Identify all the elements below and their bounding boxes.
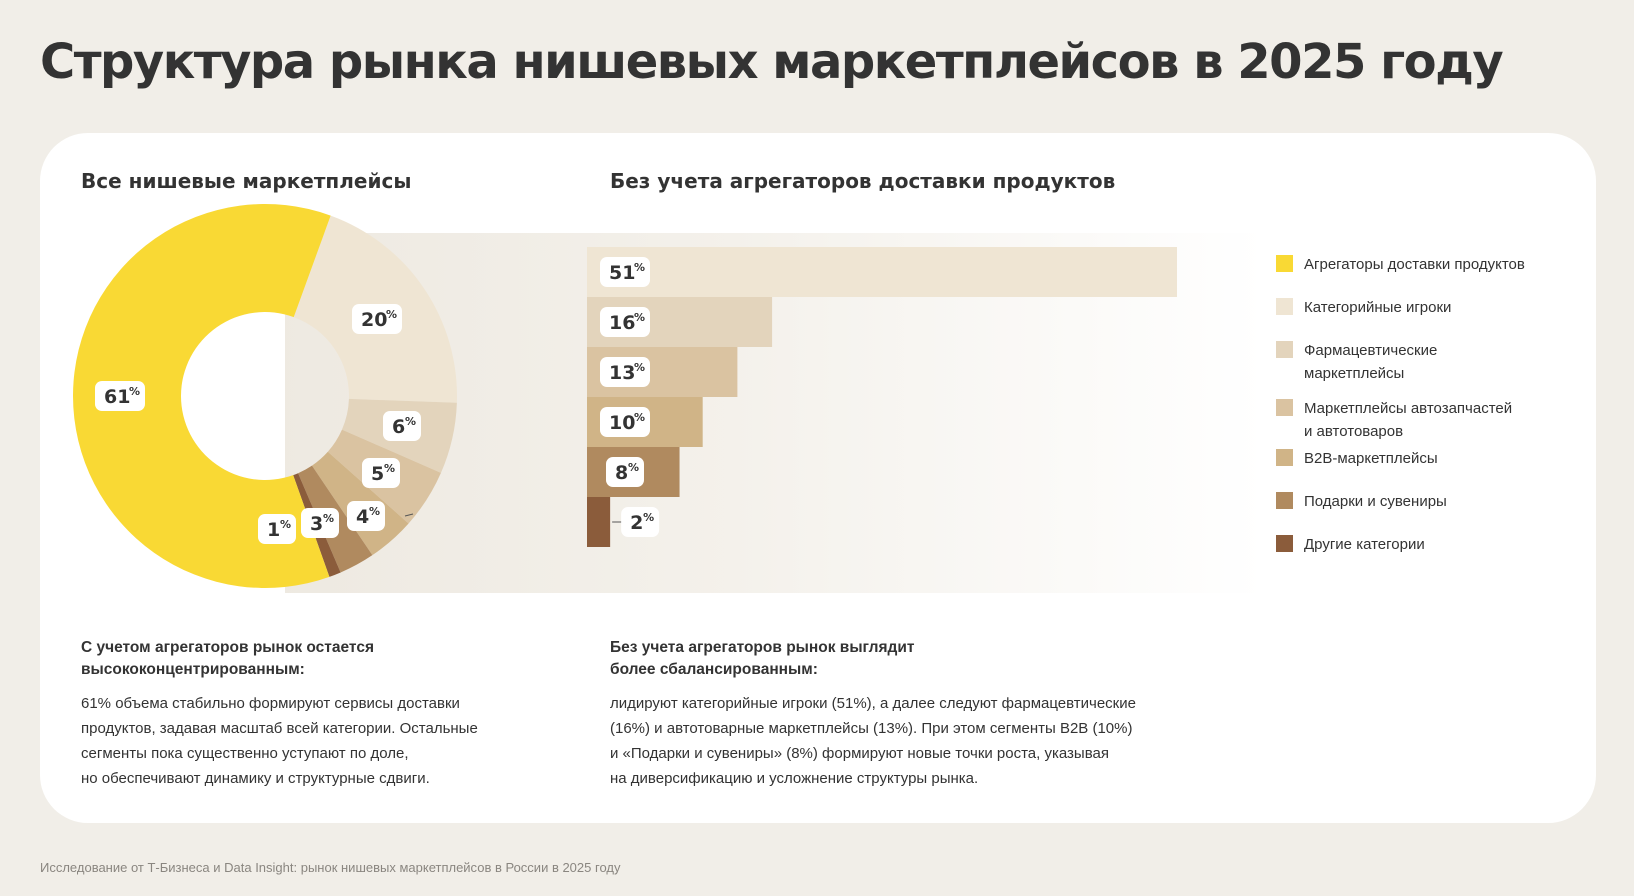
page-title: Структура рынка нишевых маркетплейсов в …	[40, 34, 1504, 90]
footer-source: Исследование от Т-Бизнеса и Data Insight…	[40, 860, 621, 875]
svg-text:%: %	[634, 411, 645, 424]
svg-text:51: 51	[609, 262, 635, 284]
bar-chart-title: Без учета агрегаторов доставки продуктов	[610, 169, 1116, 193]
donut-value-label: 3%	[301, 508, 339, 538]
chart-card: Все нишевые маркетплейсы Без учета агрег…	[40, 133, 1596, 823]
svg-text:%: %	[405, 415, 416, 428]
legend-item: Подарки и сувениры	[1276, 490, 1544, 513]
svg-text:1: 1	[267, 519, 280, 541]
svg-text:8: 8	[615, 462, 628, 484]
legend-label: Категорийные игроки	[1304, 299, 1452, 316]
svg-text:%: %	[386, 308, 397, 321]
svg-text:16: 16	[609, 312, 635, 334]
legend-swatch	[1276, 535, 1293, 552]
legend-item: B2B-маркетплейсы	[1276, 447, 1544, 470]
note-right-heading: Без учета агрегаторов рынок выглядит бол…	[610, 639, 915, 678]
bar-value-label: 8%	[606, 457, 644, 487]
donut-value-label: 1%	[258, 514, 296, 544]
donut-chart-title: Все нишевые маркетплейсы	[81, 169, 412, 193]
svg-text:6: 6	[392, 416, 405, 438]
legend-swatch	[1276, 492, 1293, 509]
legend-item: Фармацевтические маркетплейсы	[1276, 339, 1544, 385]
svg-text:20: 20	[361, 309, 387, 331]
bar-chart	[587, 247, 1177, 547]
bar	[587, 497, 611, 547]
legend-swatch	[1276, 399, 1293, 416]
svg-text:%: %	[634, 361, 645, 374]
legend-label: Другие категории	[1304, 536, 1425, 553]
bar-value-label: 51%	[600, 257, 650, 287]
leader-line	[404, 513, 414, 517]
legend-swatch	[1276, 298, 1293, 315]
svg-text:10: 10	[609, 412, 635, 434]
legend-label: Агрегаторы доставки продуктов	[1304, 256, 1525, 273]
note-left-heading: С учетом агрегаторов рынок остается высо…	[81, 639, 374, 678]
svg-text:13: 13	[609, 362, 635, 384]
note-right: Без учета агрегаторов рынок выглядит бол…	[610, 637, 1170, 791]
donut-slice	[73, 204, 331, 588]
svg-text:%: %	[384, 462, 395, 475]
legend-label: Маркетплейсы автозапчастей и автотоваров	[1304, 400, 1513, 440]
svg-text:%: %	[369, 505, 380, 518]
svg-text:%: %	[634, 261, 645, 274]
donut-value-label: 5%	[362, 458, 400, 488]
svg-text:4: 4	[356, 506, 369, 528]
legend-swatch	[1276, 449, 1293, 466]
legend-item: Маркетплейсы автозапчастей и автотоваров	[1276, 397, 1544, 443]
charts-svg: 61%20%6 %5 %4 %3 %1 %51%16%13%10%8 %2%	[73, 204, 1177, 588]
svg-text:%: %	[634, 311, 645, 324]
note-left: С учетом агрегаторов рынок остается высо…	[81, 637, 521, 791]
svg-text:%: %	[323, 512, 334, 525]
legend-item: Другие категории	[1276, 533, 1544, 556]
svg-text:61: 61	[104, 386, 130, 408]
note-right-body: лидируют категорийные игроки (51%), а да…	[610, 695, 1136, 787]
legend-item: Категорийные игроки	[1276, 296, 1544, 319]
donut-value-label: 61%	[95, 381, 145, 411]
legend-item: Агрегаторы доставки продуктов	[1276, 253, 1544, 276]
legend-swatch	[1276, 341, 1293, 358]
donut-value-label: 4%	[347, 501, 385, 531]
svg-text:%: %	[628, 461, 639, 474]
svg-text:5: 5	[371, 463, 384, 485]
note-left-body: 61% объема стабильно формируют сервисы д…	[81, 695, 478, 787]
donut-value-label: 20%	[352, 304, 402, 334]
donut-value-label: 6%	[383, 411, 421, 441]
bar-value-label: 16%	[600, 307, 650, 337]
legend-label: Подарки и сувениры	[1304, 493, 1447, 510]
svg-text:3: 3	[310, 513, 323, 535]
legend-swatch	[1276, 255, 1293, 272]
bar-value-label: 2%	[621, 507, 660, 537]
legend-label: Фармацевтические маркетплейсы	[1304, 342, 1438, 382]
svg-text:2: 2	[630, 512, 643, 534]
svg-text:%: %	[643, 511, 654, 524]
bar-value-label: 10%	[600, 407, 650, 437]
legend-label: B2B-маркетплейсы	[1304, 450, 1438, 467]
svg-text:%: %	[280, 518, 291, 531]
bar	[587, 247, 1177, 297]
bar-value-label: 13%	[600, 357, 650, 387]
svg-text:%: %	[129, 385, 140, 398]
